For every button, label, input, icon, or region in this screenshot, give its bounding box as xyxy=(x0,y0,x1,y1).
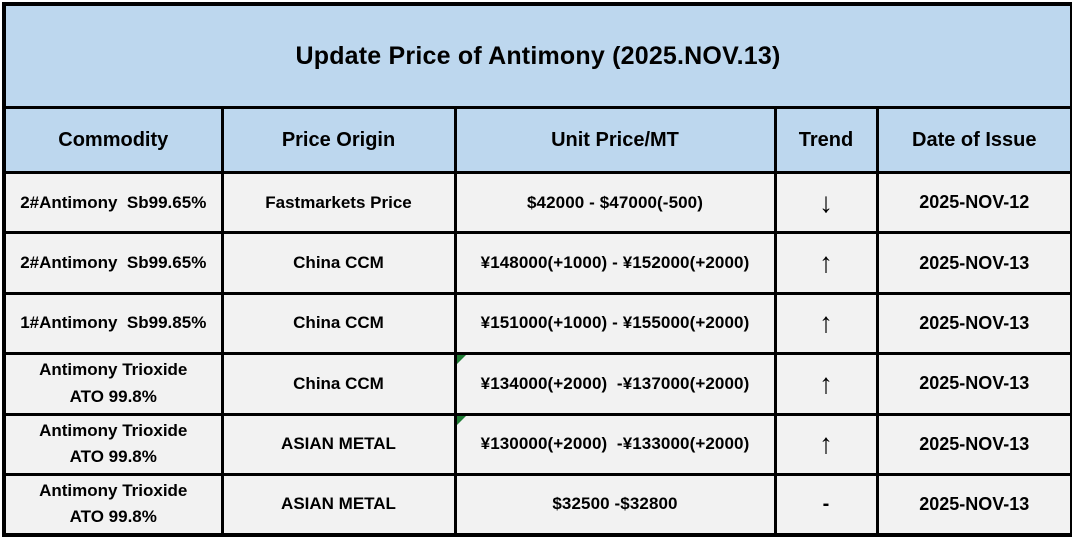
date-cell: 2025-NOV-13 xyxy=(875,231,1072,295)
trend-flat-icon: - xyxy=(822,492,830,515)
column-header-origin: Price Origin xyxy=(220,106,457,174)
trend-cell: ↑ xyxy=(773,352,879,416)
price-value: ¥151000(+1000) - ¥155000(+2000) xyxy=(480,313,750,333)
table-row: Antimony Trioxide ATO 99.8% ASIAN METAL $3… xyxy=(2,472,1072,537)
date-cell: 2025-NOV-13 xyxy=(875,291,1072,356)
column-header-date: Date of Issue xyxy=(875,106,1072,174)
origin-value: ASIAN METAL xyxy=(281,434,396,454)
origin-value: China CCM xyxy=(293,373,384,393)
price-cell: ¥148000(+1000) - ¥152000(+2000) xyxy=(453,231,777,295)
origin-cell: China CCM xyxy=(220,291,457,356)
commodity-cell: Antimony Trioxide ATO 99.8% xyxy=(2,352,224,416)
trend-down-icon: ↓ xyxy=(819,186,833,218)
trend-up-icon: ↑ xyxy=(819,307,833,339)
commodity-value: Antimony Trioxide ATO 99.8% xyxy=(39,420,188,467)
commodity-cell: Antimony Trioxide ATO 99.8% xyxy=(2,412,224,476)
origin-value: China CCM xyxy=(293,313,384,333)
price-cell: $42000 - $47000(-500) xyxy=(453,170,777,235)
origin-cell: China CCM xyxy=(220,352,457,416)
date-cell: 2025-NOV-13 xyxy=(875,412,1072,476)
date-cell: 2025-NOV-13 xyxy=(875,352,1072,416)
trend-cell: ↓ xyxy=(773,170,879,235)
column-header-commodity: Commodity xyxy=(2,106,224,174)
page-title: Update Price of Antimony (2025.NOV.13) xyxy=(2,2,1072,109)
column-header-row: Commodity Price Origin Unit Price/MT Trend D… xyxy=(2,106,1072,174)
commodity-value: 2#Antimony Sb99.65% xyxy=(20,192,207,212)
trend-cell: ↑ xyxy=(773,412,879,476)
table-row: 2#Antimony Sb99.65% Fastmarkets Price $420… xyxy=(2,170,1072,235)
date-value: 2025-NOV-13 xyxy=(919,493,1030,514)
price-cell: ¥134000(+2000) -¥137000(+2000) xyxy=(453,352,777,416)
commodity-value: Antimony Trioxide ATO 99.8% xyxy=(39,360,188,406)
origin-cell: ASIAN METAL xyxy=(220,412,457,476)
date-value: 2025-NOV-13 xyxy=(919,312,1030,333)
origin-value: Fastmarkets Price xyxy=(265,192,412,212)
table-row: Antimony Trioxide ATO 99.8% China CCM ¥134… xyxy=(2,352,1072,416)
origin-cell: China CCM xyxy=(220,231,457,295)
date-value: 2025-NOV-13 xyxy=(919,433,1030,454)
price-value: ¥134000(+2000) -¥137000(+2000) xyxy=(480,373,750,393)
cell-flag-icon xyxy=(458,417,466,425)
commodity-cell: 1#Antimony Sb99.85% xyxy=(2,291,224,356)
commodity-cell: 2#Antimony Sb99.65% xyxy=(2,170,224,235)
commodity-cell: 2#Antimony Sb99.65% xyxy=(2,231,224,295)
price-value: ¥130000(+2000) -¥133000(+2000) xyxy=(480,434,750,454)
price-cell: ¥130000(+2000) -¥133000(+2000) xyxy=(453,412,777,476)
trend-cell: - xyxy=(773,472,879,537)
date-cell: 2025-NOV-12 xyxy=(875,170,1072,235)
price-cell: $32500 -$32800 xyxy=(453,472,777,537)
column-header-trend: Trend xyxy=(773,106,879,174)
trend-cell: ↑ xyxy=(773,291,879,356)
commodity-cell: Antimony Trioxide ATO 99.8% xyxy=(2,472,224,537)
price-cell: ¥151000(+1000) - ¥155000(+2000) xyxy=(453,291,777,356)
column-header-price: Unit Price/MT xyxy=(453,106,777,174)
table-row: Antimony Trioxide ATO 99.8% ASIAN METAL ¥1… xyxy=(2,412,1072,476)
trend-up-icon: ↑ xyxy=(819,428,833,460)
trend-up-icon: ↑ xyxy=(819,247,833,279)
price-value: $32500 -$32800 xyxy=(552,494,678,514)
price-value: ¥148000(+1000) - ¥152000(+2000) xyxy=(480,253,750,273)
title-row: Update Price of Antimony (2025.NOV.13) xyxy=(2,2,1072,109)
origin-value: ASIAN METAL xyxy=(281,494,396,514)
table-row: 1#Antimony Sb99.85% China CCM ¥151000(+100… xyxy=(2,291,1072,356)
date-value: 2025-NOV-13 xyxy=(919,252,1030,273)
trend-up-icon: ↑ xyxy=(819,367,833,399)
date-value: 2025-NOV-13 xyxy=(919,373,1030,394)
price-value: $42000 - $47000(-500) xyxy=(526,192,703,212)
commodity-value: Antimony Trioxide ATO 99.8% xyxy=(39,481,188,527)
date-value: 2025-NOV-12 xyxy=(919,192,1030,213)
date-cell: 2025-NOV-13 xyxy=(875,472,1072,537)
origin-cell: Fastmarkets Price xyxy=(220,170,457,235)
table-row: 2#Antimony Sb99.65% China CCM ¥148000(+100… xyxy=(2,231,1072,295)
cell-flag-icon xyxy=(458,356,466,365)
trend-cell: ↑ xyxy=(773,231,879,295)
origin-value: China CCM xyxy=(293,253,384,273)
commodity-value: 2#Antimony Sb99.65% xyxy=(20,252,207,272)
origin-cell: ASIAN METAL xyxy=(220,472,457,537)
commodity-value: 1#Antimony Sb99.85% xyxy=(20,313,207,333)
